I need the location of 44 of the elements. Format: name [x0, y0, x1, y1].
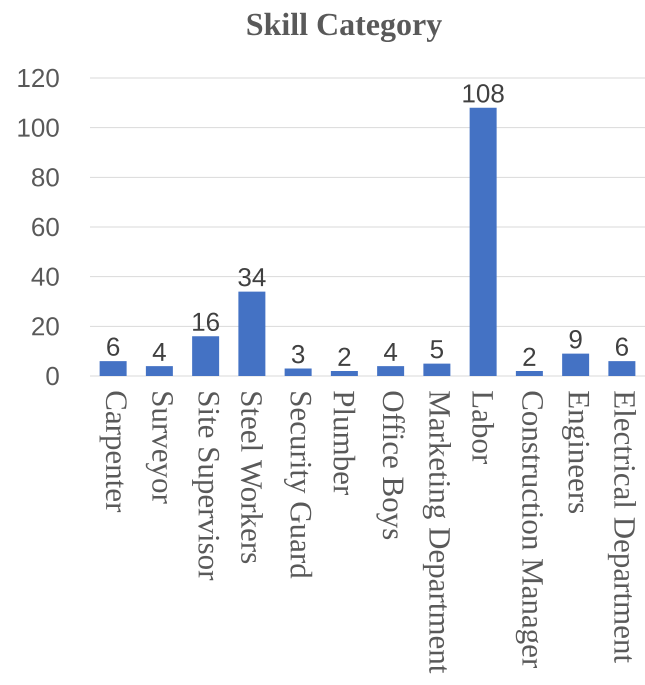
bar [284, 368, 312, 376]
bar [516, 371, 543, 376]
data-label: 4 [384, 342, 398, 361]
data-label: 108 [463, 84, 504, 103]
x-tick-label: Carpenter [100, 391, 127, 512]
data-label: 6 [616, 337, 628, 356]
data-label: 9 [570, 330, 582, 348]
data-label: 2 [523, 348, 536, 366]
bar [562, 354, 590, 376]
bar [238, 292, 266, 376]
x-tick-label: Construction Manager [516, 391, 543, 668]
bar [192, 336, 220, 376]
data-label: 4 [152, 342, 166, 361]
bar [423, 364, 450, 376]
y-tick-label: 0 [46, 366, 59, 386]
y-tick-label: 20 [32, 317, 59, 336]
y-tick-label: 40 [31, 267, 59, 286]
bar [377, 366, 404, 376]
x-tick-label: Engineers [562, 391, 590, 514]
x-tick-label: Steel Workers [240, 392, 263, 564]
y-tick-label: 80 [32, 168, 59, 187]
data-label: 16 [193, 312, 219, 332]
data-label: 2 [338, 348, 350, 366]
chart-title: Skill Category [247, 12, 442, 42]
x-tick-label: Site Supervisor [192, 392, 220, 580]
x-tick-label: Marketing Department [422, 391, 451, 674]
bar [470, 108, 497, 376]
data-label: 3 [292, 344, 304, 364]
bar [100, 361, 127, 376]
x-tick-label: Surveyor [146, 392, 173, 504]
bar [330, 371, 358, 376]
x-tick-label: Security Guard [284, 392, 312, 578]
data-label: 6 [107, 337, 120, 356]
x-tick-label: Electrical Department [608, 391, 636, 663]
bar [146, 366, 173, 376]
bar [608, 361, 636, 376]
data-label: 5 [430, 340, 444, 358]
data-label: 34 [238, 268, 266, 286]
y-tick-label: 120 [18, 68, 59, 88]
y-tick-label: 100 [18, 118, 59, 137]
x-tick-label: Plumber [333, 391, 356, 495]
x-tick-label: Labor [472, 391, 494, 464]
x-tick-label: Office Boys [376, 391, 405, 540]
y-tick-label: 60 [32, 218, 59, 236]
